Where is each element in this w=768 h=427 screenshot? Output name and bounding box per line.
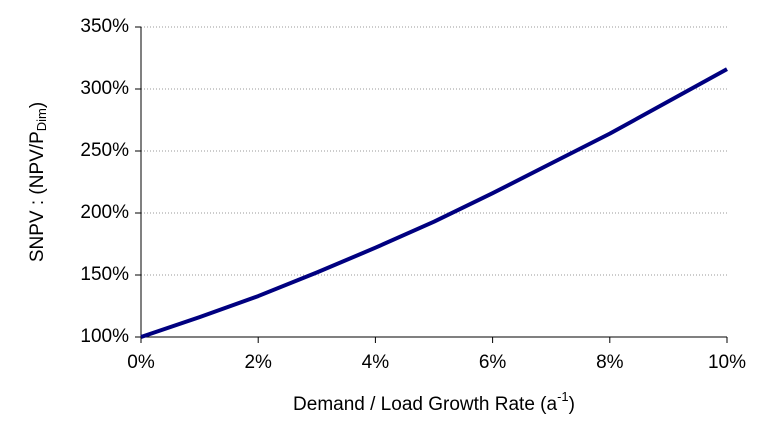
y-tick-label: 350%: [80, 16, 129, 37]
y-tick-label: 250%: [80, 140, 129, 161]
y-axis-label: SNPV : (NPV/PDim): [27, 102, 49, 262]
y-tick-label: 300%: [80, 78, 129, 99]
y-tick-label: 100%: [80, 326, 129, 347]
x-axis-label: Demand / Load Growth Rate (a-1): [293, 389, 575, 415]
x-label-main: Demand / Load Growth Rate (a: [293, 394, 557, 415]
x-label-sup: -1: [557, 389, 569, 404]
y-label-end: ): [27, 102, 48, 108]
x-label-end: ): [569, 394, 575, 415]
y-label-sub: Dim: [34, 108, 49, 131]
x-tick-label: 6%: [479, 352, 507, 373]
data-line: [140, 67, 728, 339]
y-label-main: SNPV : (NPV/P: [27, 131, 48, 262]
x-tick-label: 0%: [127, 352, 155, 373]
y-tick-label: 150%: [80, 264, 129, 285]
x-tick-label: 8%: [596, 352, 624, 373]
x-tick-label: 4%: [362, 352, 390, 373]
x-tick-label: 2%: [244, 352, 272, 373]
x-tick-label: 10%: [708, 352, 746, 373]
y-tick-label: 200%: [80, 202, 129, 223]
